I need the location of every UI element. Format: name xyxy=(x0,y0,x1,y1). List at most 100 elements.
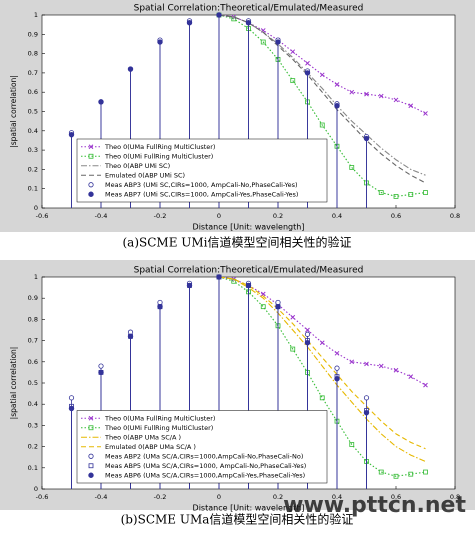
marker xyxy=(304,340,311,346)
marker xyxy=(275,39,281,45)
y-tick-label: 0.6 xyxy=(28,358,38,366)
chart: Spatial Correlation:Theoretical/Emulated… xyxy=(0,260,475,527)
marker xyxy=(304,331,311,337)
y-tick-label: 0.3 xyxy=(28,421,38,429)
y-tick-label: 0.2 xyxy=(28,165,38,173)
y-tick-label: 0.7 xyxy=(28,337,38,345)
marker xyxy=(364,91,369,97)
x-tick-label: -0.2 xyxy=(154,493,167,501)
y-tick-label: 1 xyxy=(34,273,38,281)
marker xyxy=(157,39,163,45)
marker xyxy=(260,291,266,297)
marker xyxy=(334,365,340,371)
marker xyxy=(68,405,75,412)
marker xyxy=(216,274,222,280)
x-tick-label: -0.2 xyxy=(154,212,167,220)
legend-marker xyxy=(88,153,94,159)
marker xyxy=(98,363,104,369)
x-axis-label: Distance [Unit: wavelength] xyxy=(193,504,305,513)
legend-label: Theo 0(UMa FullRing MultiCluster) xyxy=(104,414,215,422)
caption: (b)SCME UMa信道模型空间相关性的验证 xyxy=(121,512,354,527)
x-tick-label: -0.6 xyxy=(36,493,49,501)
legend-label: Meas ABP5 (UMa SC/A,CIRs=1000, AmpCali-N… xyxy=(105,462,306,470)
y-tick-label: 0.7 xyxy=(28,69,38,77)
marker xyxy=(423,190,428,195)
legend-marker xyxy=(88,144,94,150)
marker xyxy=(393,473,399,479)
x-tick-label: 0.6 xyxy=(391,493,401,501)
marker xyxy=(334,376,340,382)
marker xyxy=(349,89,355,95)
marker xyxy=(363,395,370,401)
series-line xyxy=(218,14,426,197)
x-tick-label: -0.6 xyxy=(36,212,49,220)
legend-label: Emulated 0(ABP UMa SC/A ) xyxy=(105,443,196,451)
legend-marker xyxy=(88,463,94,469)
y-tick-label: 0.8 xyxy=(28,315,38,323)
series-line xyxy=(218,276,426,450)
marker xyxy=(290,314,296,320)
x-tick-label: 0.8 xyxy=(450,212,460,220)
x-tick-label: 0.8 xyxy=(450,493,460,501)
legend xyxy=(76,410,328,484)
chart-title: Spatial Correlation:Theoretical/Emulated… xyxy=(134,266,364,276)
y-tick-label: 0.9 xyxy=(28,30,38,38)
y-tick-label: 0.4 xyxy=(28,127,38,135)
marker xyxy=(408,103,414,109)
y-tick-label: 0.4 xyxy=(28,400,38,408)
chart: Spatial Correlation:Theoretical/Emulated… xyxy=(0,0,475,250)
marker xyxy=(319,340,325,346)
marker xyxy=(98,99,104,105)
marker xyxy=(186,20,193,26)
marker xyxy=(378,363,384,369)
legend-label: Meas ABP7 (UMi SC,CIRs=1000, AmpCali-Yes… xyxy=(105,190,298,198)
legend-marker xyxy=(88,191,94,197)
marker xyxy=(186,282,193,289)
marker xyxy=(290,346,296,352)
legend-label: Theo 0(UMi FullRing MultiCluster) xyxy=(104,152,213,160)
marker xyxy=(363,135,370,142)
series-line xyxy=(218,276,426,386)
marker xyxy=(349,359,355,365)
marker xyxy=(423,111,428,116)
marker xyxy=(393,194,399,199)
legend-marker xyxy=(88,182,94,188)
marker xyxy=(245,282,252,289)
marker xyxy=(304,70,311,76)
legend-label: Meas ABP6 (UMa SC/A,CIRs=1000,AmpCali-Ye… xyxy=(105,471,305,479)
legend-marker xyxy=(88,472,94,478)
y-tick-label: 0.2 xyxy=(28,443,38,451)
y-tick-label: 0.3 xyxy=(28,146,38,154)
legend-label: Theo 0(ABP UMa SC/A ) xyxy=(104,433,181,441)
series-line xyxy=(218,14,426,184)
marker xyxy=(260,39,266,45)
x-tick-label: -0.4 xyxy=(95,493,108,501)
y-axis-label: |spatial correlation| xyxy=(9,75,18,148)
marker xyxy=(393,97,399,103)
y-tick-label: 0.5 xyxy=(28,379,38,387)
marker xyxy=(334,82,340,87)
marker xyxy=(305,60,310,66)
marker xyxy=(127,66,134,72)
y-axis-label: |spatial correlation| xyxy=(9,347,18,420)
x-tick-label: 0 xyxy=(217,493,221,501)
legend-label: Theo 0(UMa FullRing MultiCluster) xyxy=(104,143,215,151)
x-tick-label: 0.2 xyxy=(273,212,283,220)
marker xyxy=(408,471,414,477)
y-tick-label: 0.6 xyxy=(28,88,38,96)
legend-label: Meas ABP2 (UMa SC/A,CIRs=1000,AmpCali-No… xyxy=(105,452,303,460)
chart-title: Spatial Correlation:Theoretical/Emulated… xyxy=(134,4,364,14)
caption: (a)SCME UMi信道模型空间相关性的验证 xyxy=(122,235,351,250)
marker xyxy=(393,367,399,373)
watermark: www.pttcn.net xyxy=(283,493,466,518)
y-tick-label: 1 xyxy=(34,11,38,19)
marker xyxy=(319,395,325,401)
marker xyxy=(319,72,325,78)
marker xyxy=(275,303,281,310)
y-tick-label: 0.5 xyxy=(28,108,38,116)
y-tick-label: 0.9 xyxy=(28,294,38,302)
legend-label: Theo 0(UMi FullRing MultiCluster) xyxy=(104,424,213,432)
marker xyxy=(423,469,428,475)
y-tick-label: 0.1 xyxy=(28,185,38,193)
